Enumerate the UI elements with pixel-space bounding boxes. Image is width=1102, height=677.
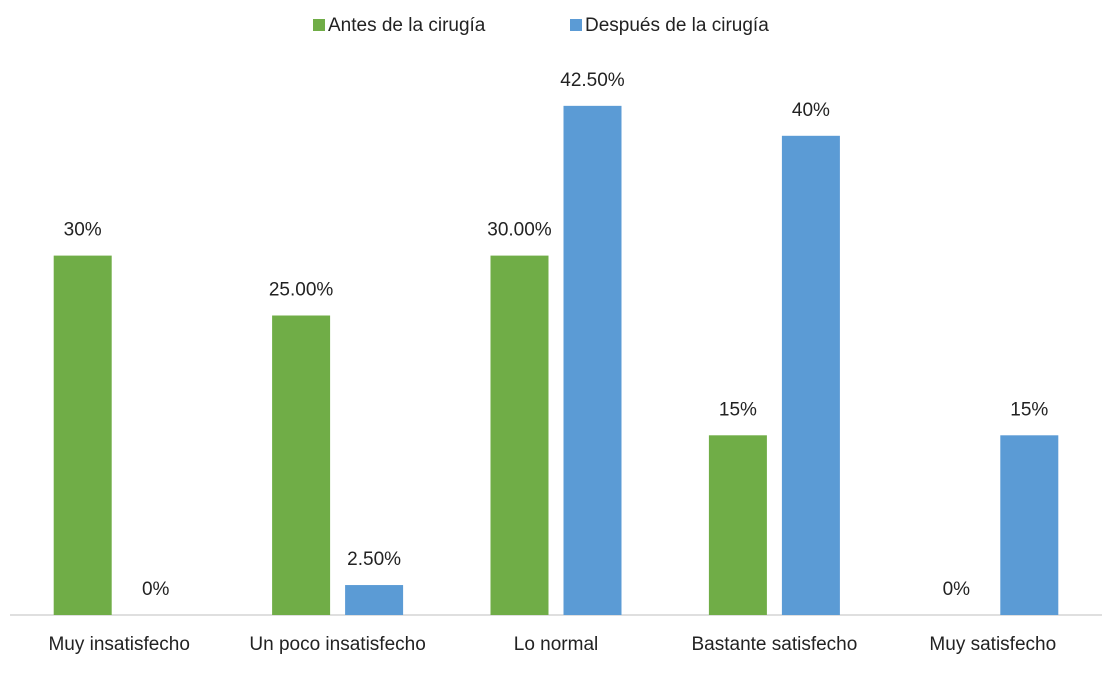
bar <box>708 435 767 615</box>
x-tick-label: Lo normal <box>514 634 599 655</box>
data-label: 40% <box>792 100 830 121</box>
data-label: 2.50% <box>347 549 401 570</box>
legend-label: Antes de la cirugía <box>328 15 486 36</box>
legend-swatch <box>570 19 582 31</box>
bar <box>1000 435 1059 615</box>
data-label: 15% <box>719 399 757 420</box>
bar <box>781 135 840 616</box>
x-tick-label: Bastante satisfecho <box>691 634 857 655</box>
data-label: 30.00% <box>487 220 552 241</box>
legend-label: Después de la cirugía <box>585 15 769 36</box>
x-tick-label: Muy satisfecho <box>929 634 1056 655</box>
data-label: 0% <box>142 579 170 600</box>
data-label: 25.00% <box>269 280 334 301</box>
bar <box>53 255 112 615</box>
legend-swatch <box>313 19 325 31</box>
x-tick-label: Un poco insatisfecho <box>249 634 425 655</box>
bar <box>490 255 549 615</box>
data-label: 0% <box>943 579 971 600</box>
bar <box>345 585 404 615</box>
data-label: 30% <box>64 220 102 241</box>
bar <box>563 105 622 615</box>
bar <box>272 315 331 615</box>
data-label: 15% <box>1010 399 1048 420</box>
x-tick-label: Muy insatisfecho <box>48 634 190 655</box>
data-label: 42.50% <box>560 70 625 91</box>
